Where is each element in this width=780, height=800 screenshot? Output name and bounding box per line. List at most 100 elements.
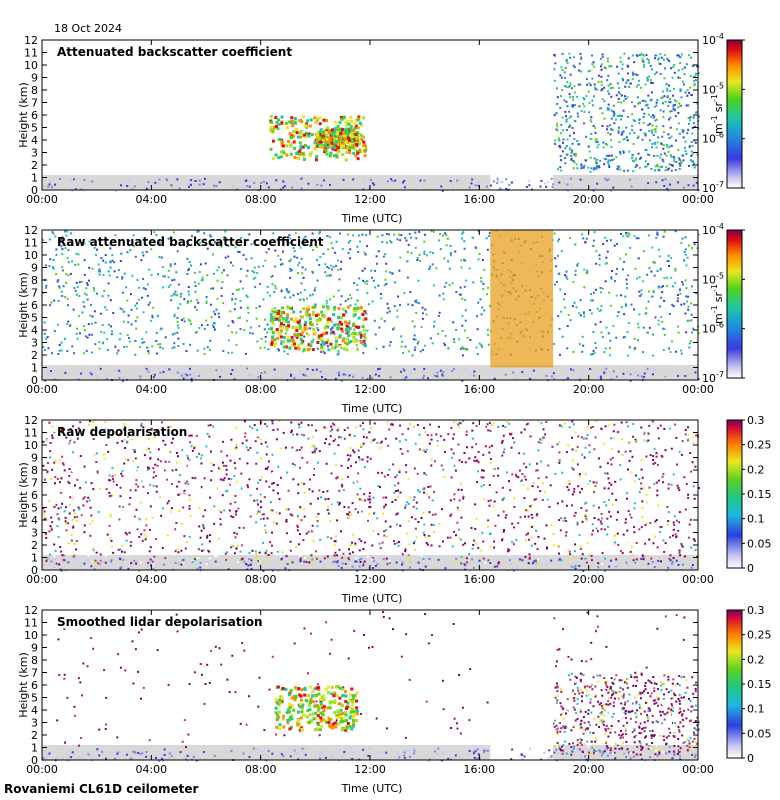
heatmap-cell <box>393 327 396 330</box>
heatmap-cell <box>633 531 636 534</box>
heatmap-cell <box>612 370 615 373</box>
heatmap-cell <box>620 118 622 121</box>
heatmap-cell <box>599 286 602 289</box>
heatmap-cell <box>660 560 662 563</box>
heatmap-cell <box>95 461 98 463</box>
heatmap-cell <box>49 553 51 556</box>
heatmap-cell <box>120 252 123 255</box>
heatmap-cell <box>149 451 152 454</box>
heatmap-cell <box>177 326 180 329</box>
heatmap-cell <box>563 182 566 185</box>
heatmap-cell <box>298 426 301 429</box>
heatmap-cell <box>487 429 490 432</box>
heatmap-cell <box>258 325 261 328</box>
heatmap-cell <box>600 368 603 371</box>
heatmap-cell <box>325 141 329 145</box>
heatmap-cell <box>413 334 416 337</box>
heatmap-cell <box>306 119 310 123</box>
heatmap-cell <box>567 314 570 316</box>
heatmap-cell <box>356 332 360 336</box>
heatmap-cell <box>652 261 655 264</box>
heatmap-cell <box>190 299 193 302</box>
heatmap-cell <box>562 129 564 132</box>
heatmap-cell <box>49 442 52 444</box>
heatmap-cell <box>586 434 589 436</box>
y-tick-label: 11 <box>24 47 38 60</box>
heatmap-cell <box>330 329 333 332</box>
heatmap-cell <box>62 463 65 466</box>
heatmap-cell <box>591 529 594 532</box>
heatmap-cell <box>482 476 485 479</box>
heatmap-cell <box>687 536 690 539</box>
heatmap-cell <box>553 54 556 57</box>
heatmap-cell <box>236 188 239 191</box>
heatmap-cell <box>271 453 274 456</box>
heatmap-cell <box>337 259 340 262</box>
heatmap-cell <box>356 245 359 248</box>
heatmap-cell <box>122 506 125 508</box>
heatmap-cell <box>132 234 135 237</box>
heatmap-cell <box>385 496 388 499</box>
heatmap-cell <box>592 124 595 127</box>
heatmap-cell <box>400 234 403 237</box>
ground-clutter-band <box>42 555 698 570</box>
heatmap-cell <box>293 250 296 253</box>
heatmap-cell <box>612 114 615 117</box>
heatmap-cell <box>491 514 493 517</box>
heatmap-cell <box>435 267 438 270</box>
heatmap-cell <box>288 120 292 124</box>
heatmap-cell <box>196 230 199 233</box>
heatmap-cell <box>687 319 690 322</box>
heatmap-cell <box>648 486 651 489</box>
heatmap-cell <box>269 147 273 151</box>
heatmap-cell <box>350 340 353 343</box>
heatmap-cell <box>573 56 575 59</box>
heatmap-cell <box>313 140 317 144</box>
heatmap-cell <box>374 373 377 376</box>
heatmap-cell <box>477 301 480 304</box>
heatmap-cell <box>617 101 620 104</box>
heatmap-cell <box>478 253 481 256</box>
heatmap-cell <box>292 433 295 436</box>
heatmap-cell <box>430 544 433 547</box>
heatmap-cell <box>282 250 284 253</box>
heatmap-cell <box>104 457 107 460</box>
heatmap-cell <box>563 306 566 309</box>
heatmap-cell <box>301 266 304 269</box>
heatmap-cell <box>663 67 666 70</box>
heatmap-cell <box>604 347 607 350</box>
heatmap-cell <box>134 489 137 492</box>
heatmap-cell <box>444 344 446 346</box>
heatmap-cell <box>616 165 619 168</box>
heatmap-cell <box>382 345 385 348</box>
heatmap-cell <box>341 485 344 488</box>
heatmap-cell <box>521 483 524 486</box>
heatmap-cell <box>403 186 406 189</box>
heatmap-cell <box>663 152 666 155</box>
heatmap-cell <box>95 376 98 379</box>
heatmap-cell <box>588 111 591 114</box>
heatmap-cell <box>295 449 298 452</box>
heatmap-cell <box>347 513 350 516</box>
heatmap-cell <box>476 353 479 356</box>
heatmap-cell <box>637 257 640 260</box>
heatmap-cell <box>678 158 681 161</box>
heatmap-cell <box>352 322 356 326</box>
heatmap-cell <box>325 299 328 302</box>
heatmap-cell <box>592 489 595 492</box>
heatmap-cell <box>497 426 500 428</box>
heatmap-cell <box>274 341 278 345</box>
heatmap-cell <box>669 90 672 93</box>
heatmap-cell <box>79 332 81 335</box>
heatmap-cell <box>681 53 683 56</box>
heatmap-cell <box>122 562 125 565</box>
heatmap-cell <box>344 137 347 141</box>
heatmap-cell <box>291 325 295 329</box>
heatmap-cell <box>180 373 183 376</box>
heatmap-cell <box>221 281 224 283</box>
heatmap-cell <box>346 426 349 429</box>
heatmap-cell <box>606 128 608 131</box>
heatmap-cell <box>414 527 417 530</box>
heatmap-cell <box>607 501 610 504</box>
heatmap-cell <box>270 552 273 555</box>
